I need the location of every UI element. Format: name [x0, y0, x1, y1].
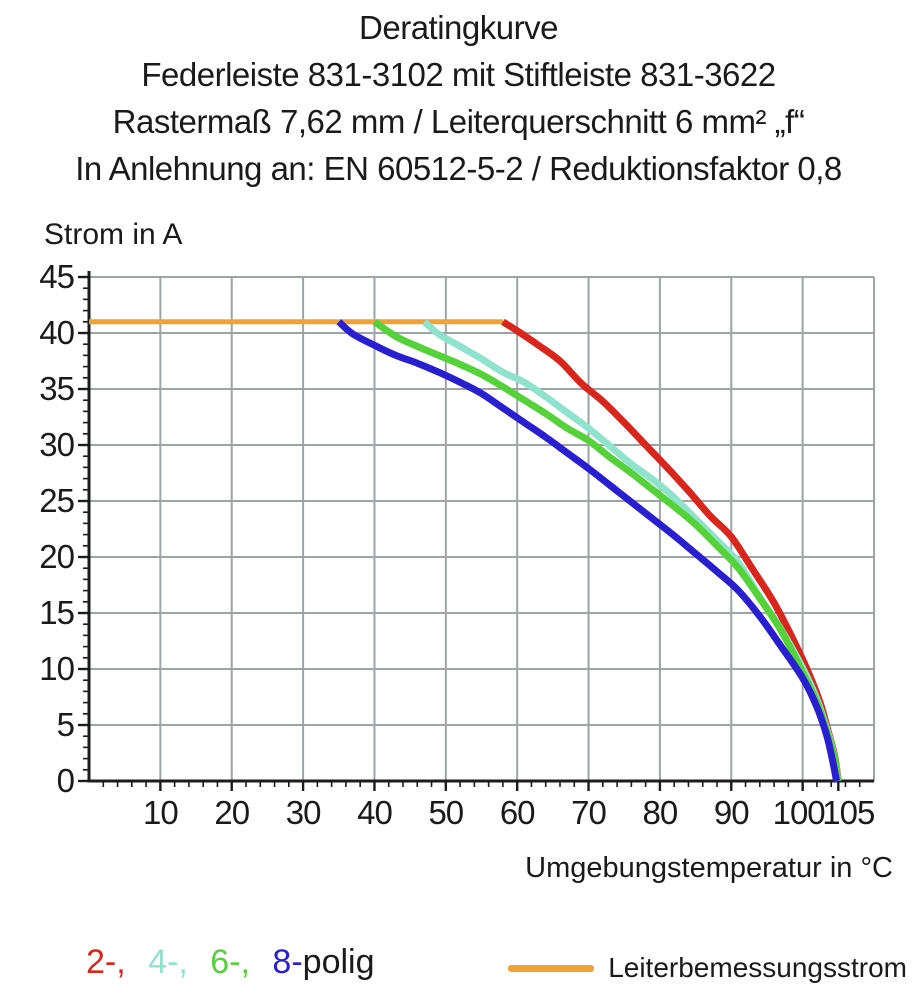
rated-current-swatch	[508, 964, 595, 972]
axes	[78, 271, 874, 791]
x-tick-label: 30	[286, 794, 321, 831]
curve-2-polig	[501, 318, 842, 782]
y-tick-label: 5	[57, 706, 74, 743]
x-tick-label: 80	[643, 794, 678, 831]
y-tick-label: 10	[39, 650, 74, 687]
chart-subtitle-standard: In Anlehnung an: EN 60512-5-2 / Reduktio…	[75, 150, 842, 187]
chart-title: Deratingkurve	[359, 9, 558, 46]
y-axis-title: Strom in A	[44, 218, 183, 251]
curve-4-polig	[422, 319, 842, 782]
y-tick-label: 40	[39, 314, 74, 351]
legend-poles-suffix: polig	[302, 943, 375, 981]
chart-header: Deratingkurve Federleiste 831-3102 mit S…	[0, 4, 917, 192]
y-tick-label: 0	[57, 762, 75, 799]
y-tick-label: 15	[39, 594, 74, 631]
legend-pole-4: 4-,	[148, 943, 188, 981]
y-tick-label: 25	[39, 482, 74, 519]
curve-6-polig	[372, 318, 842, 782]
x-tick-label: 40	[357, 794, 392, 831]
x-tick-label: 20	[214, 794, 249, 831]
chart-subtitle-product: Federleiste 831-3102 mit Stiftleiste 831…	[141, 56, 776, 93]
legend-poles: 2-, 4-, 6-, 8-polig	[86, 938, 375, 986]
x-tick-label: 50	[428, 794, 463, 831]
legend-pole-2: 2-,	[86, 943, 126, 981]
x-tick-label: 90	[714, 794, 749, 831]
legend-pole-6: 6-,	[210, 943, 250, 981]
curve-8-polig	[336, 319, 840, 782]
x-tick-label: 10	[143, 794, 178, 831]
x-tick-label: 100	[773, 794, 826, 831]
legend-rated-current: Leiterbemessungsstrom	[508, 944, 907, 992]
x-tick-label: 60	[500, 794, 535, 831]
x-axis-title: Umgebungstemperatur in °C	[525, 852, 893, 884]
chart-subtitle-spec: Rastermaß 7,62 mm / Leiterquerschnitt 6 …	[112, 103, 805, 140]
y-tick-label: 45	[39, 258, 74, 295]
x-tick-label: 70	[571, 794, 606, 831]
grid	[89, 276, 875, 781]
rated-current-label: Leiterbemessungsstrom	[608, 952, 907, 983]
y-tick-label: 35	[39, 370, 74, 407]
y-tick-label: 30	[39, 426, 74, 463]
x-tick-label: 105	[822, 794, 874, 831]
y-tick-label: 20	[39, 538, 74, 575]
legend-pole-8: 8-	[272, 943, 303, 981]
